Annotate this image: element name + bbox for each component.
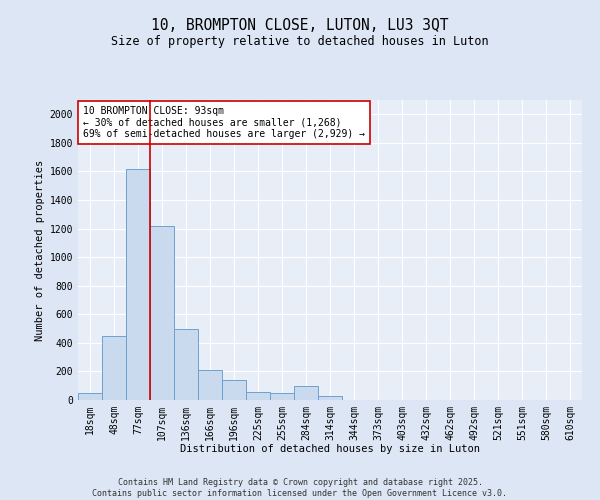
Bar: [198, 370, 222, 400]
Text: Contains HM Land Registry data © Crown copyright and database right 2025.
Contai: Contains HM Land Registry data © Crown c…: [92, 478, 508, 498]
Bar: [150, 226, 174, 400]
Bar: [126, 168, 150, 400]
Bar: [294, 386, 318, 400]
Bar: [222, 380, 246, 400]
Bar: [270, 393, 294, 400]
Bar: [174, 328, 198, 400]
Text: Size of property relative to detached houses in Luton: Size of property relative to detached ho…: [111, 35, 489, 48]
Y-axis label: Number of detached properties: Number of detached properties: [35, 160, 46, 340]
Bar: [102, 336, 126, 400]
Text: 10, BROMPTON CLOSE, LUTON, LU3 3QT: 10, BROMPTON CLOSE, LUTON, LU3 3QT: [151, 18, 449, 32]
Bar: [78, 393, 102, 400]
Bar: [246, 392, 270, 400]
Bar: [318, 396, 342, 400]
X-axis label: Distribution of detached houses by size in Luton: Distribution of detached houses by size …: [180, 444, 480, 454]
Text: 10 BROMPTON CLOSE: 93sqm
← 30% of detached houses are smaller (1,268)
69% of sem: 10 BROMPTON CLOSE: 93sqm ← 30% of detach…: [83, 106, 365, 139]
